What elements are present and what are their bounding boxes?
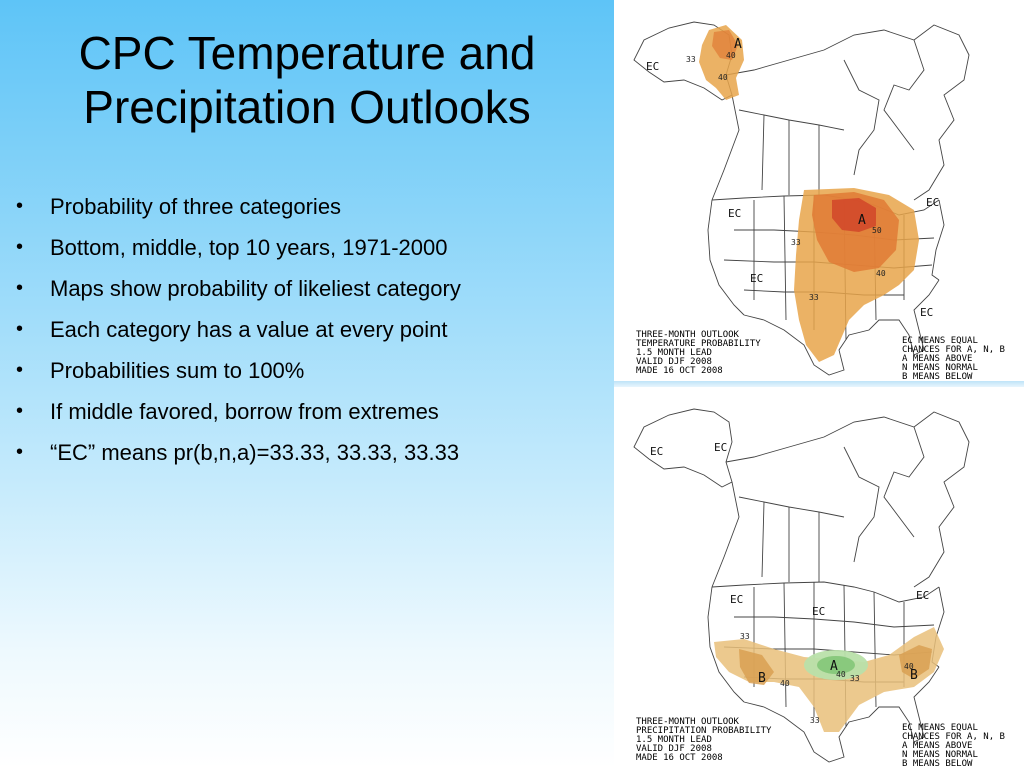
temp-caption: THREE-MONTH OUTLOOK TEMPERATURE PROBABIL… — [636, 330, 761, 376]
bullet-dot: • — [16, 400, 24, 422]
slide-title-line-1: CPC Temperature and — [78, 27, 536, 79]
slide-title-line-2: Precipitation Outlooks — [83, 81, 531, 133]
temp-legend-line: A MEANS ABOVE — [902, 354, 972, 364]
precip-legend-line: EC MEANS EQUAL — [902, 723, 978, 733]
precip-ec-west-label: EC — [730, 593, 743, 606]
bullet-dot: • — [16, 195, 24, 217]
precip-a-plains-label: A — [830, 659, 838, 674]
precip-caption-line: MADE 16 OCT 2008 — [636, 753, 723, 763]
bullet-item: • Maps show probability of likeliest cate… — [14, 268, 614, 309]
precip-legend-line: N MEANS NORMAL — [902, 750, 978, 760]
temp-legend-line: B MEANS BELOW — [902, 372, 973, 381]
temp-c40-alaska-label: 40 — [726, 51, 736, 60]
left-text-panel: CPC Temperature and Precipitation Outloo… — [0, 0, 614, 768]
map-divider — [614, 381, 1024, 387]
bullet-text: Probability of three categories — [50, 194, 342, 219]
bullet-text: “EC” means pr(b,n,a)=33.33, 33.33, 33.33 — [50, 440, 460, 465]
precip-caption: THREE-MONTH OUTLOOK PRECIPITATION PROBAB… — [636, 717, 772, 763]
bullet-item: • “EC” means pr(b,n,a)=33.33, 33.33, 33.3… — [14, 432, 614, 473]
slide-title: CPC Temperature and Precipitation Outloo… — [0, 26, 614, 134]
temp-caption-line: THREE-MONTH OUTLOOK — [636, 330, 740, 340]
temp-ec-northeast-label: EC — [926, 196, 939, 209]
temperature-outlook-map: EC A 33 40 40 EC EC EC EC A 33 50 40 33 … — [614, 0, 1024, 381]
temp-caption-line: VALID DJF 2008 — [636, 357, 712, 367]
bullet-text: Maps show probability of likeliest categ… — [50, 276, 461, 301]
temp-c33-texas-label: 33 — [809, 293, 819, 302]
temp-ec-northwest-label: EC — [728, 207, 741, 220]
precip-caption-line: PRECIPITATION PROBABILITY — [636, 726, 772, 736]
temp-ec-southwest-label: EC — [750, 272, 763, 285]
precip-legend-line: A MEANS ABOVE — [902, 741, 972, 751]
precip-b-southeast-label: B — [910, 668, 918, 683]
precip-c33-sw-label: 33 — [740, 632, 750, 641]
bullet-text: Each category has a value at every point — [50, 317, 448, 342]
precip-caption-line: 1.5 MONTH LEAD — [636, 735, 712, 745]
precip-caption-line: VALID DJF 2008 — [636, 744, 712, 754]
temp-c40-alaska-south-label: 40 — [718, 73, 728, 82]
precip-ec-canada-label: EC — [714, 441, 727, 454]
temp-caption-line: MADE 16 OCT 2008 — [636, 366, 723, 376]
precip-caption-line: THREE-MONTH OUTLOOK — [636, 717, 740, 727]
precip-ec-east-label: EC — [916, 589, 929, 602]
bullet-dot: • — [16, 359, 24, 381]
temp-legend-line: N MEANS NORMAL — [902, 363, 978, 373]
precip-c33-gulf-label: 33 — [810, 716, 820, 725]
bullet-item: • Probabilities sum to 100% — [14, 350, 614, 391]
precip-c33-center-label: 33 — [850, 674, 860, 683]
temp-ec-southeast-label: EC — [920, 306, 933, 319]
precip-c40-sw-label: 40 — [780, 679, 790, 688]
bullet-dot: • — [16, 441, 24, 463]
temp-legend: EC MEANS EQUAL CHANCES FOR A, N, B A MEA… — [902, 336, 1005, 381]
temp-caption-line: TEMPERATURE PROBABILITY — [636, 339, 761, 349]
precip-legend: EC MEANS EQUAL CHANCES FOR A, N, B A MEA… — [902, 723, 1005, 768]
temp-legend-line: EC MEANS EQUAL — [902, 336, 978, 346]
bullet-item: • Probability of three categories — [14, 186, 614, 227]
temp-c33-alaska-label: 33 — [686, 55, 696, 64]
bullet-text: Bottom, middle, top 10 years, 1971-2000 — [50, 235, 448, 260]
bullet-item: • Bottom, middle, top 10 years, 1971-2000 — [14, 227, 614, 268]
bullet-dot: • — [16, 236, 24, 258]
temp-c50-lakes-label: 50 — [872, 226, 882, 235]
temp-caption-line: 1.5 MONTH LEAD — [636, 348, 712, 358]
bullet-dot: • — [16, 318, 24, 340]
bullet-item: • Each category has a value at every poin… — [14, 309, 614, 350]
temp-c33-plains-label: 33 — [791, 238, 801, 247]
precip-c40-center-label: 40 — [836, 670, 846, 679]
precip-b-southwest-label: B — [758, 671, 766, 686]
temp-legend-line: CHANCES FOR A, N, B — [902, 345, 1005, 355]
bullet-item: • If middle favored, borrow from extremes — [14, 391, 614, 432]
precip-ec-central-label: EC — [812, 605, 825, 618]
temp-ec-alaska-label: EC — [646, 60, 659, 73]
precip-ec-alaska-label: EC — [650, 445, 663, 458]
bullet-text: If middle favored, borrow from extremes — [50, 399, 439, 424]
precip-c40-se-label: 40 — [904, 662, 914, 671]
precip-legend-line: CHANCES FOR A, N, B — [902, 732, 1005, 742]
precipitation-outlook-map: EC EC EC EC EC A B B 40 40 33 33 33 40 T… — [614, 387, 1024, 768]
bullet-text: Probabilities sum to 100% — [50, 358, 305, 383]
bullet-dot: • — [16, 277, 24, 299]
precip-legend-line: B MEANS BELOW — [902, 759, 973, 768]
bullet-list: • Probability of three categories • Bottom… — [14, 186, 614, 473]
temp-c40-south-label: 40 — [876, 269, 886, 278]
temp-a-alaska-label: A — [734, 37, 742, 52]
temp-a-greatlakes-label: A — [858, 213, 866, 228]
